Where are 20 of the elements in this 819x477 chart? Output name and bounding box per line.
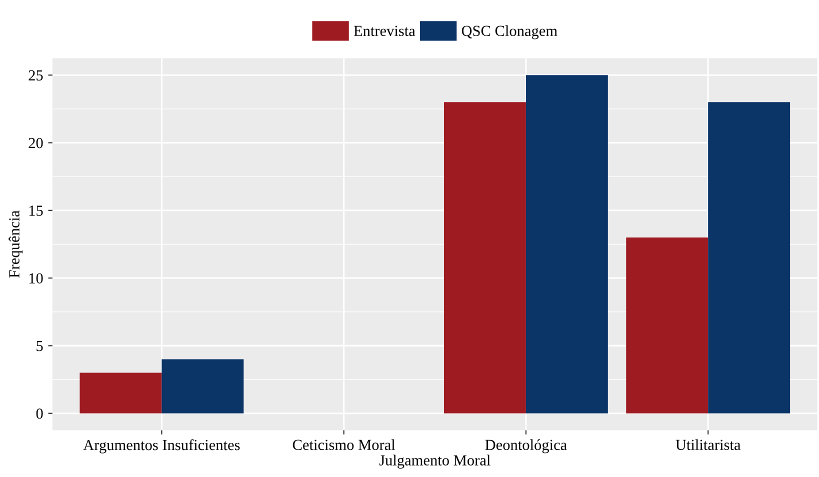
bar	[626, 237, 708, 414]
y-tick-label: 25	[28, 70, 43, 81]
bar	[444, 102, 526, 414]
bar	[80, 372, 162, 414]
y-axis-title: Frequência	[8, 210, 23, 278]
x-axis-title: Julgamento Moral	[379, 454, 490, 469]
bar	[708, 102, 790, 414]
x-tick-label: Deontológica	[485, 439, 567, 454]
x-tick-label: Ceticismo Moral	[292, 439, 396, 450]
y-tick-label: 5	[36, 340, 43, 352]
bar	[526, 75, 608, 414]
y-tick-label: 20	[28, 138, 43, 148]
x-tick-label: Utilitarista	[676, 439, 741, 450]
x-tick-label: Argumentos Insuficientes	[83, 439, 240, 454]
legend-label: QSC Clonagem	[462, 25, 558, 40]
y-tick-label: 10	[29, 273, 43, 284]
y-tick-label: 0	[36, 408, 43, 419]
bar	[162, 359, 244, 414]
legend-label: Entrevista	[354, 26, 416, 36]
y-tick-label: 15	[29, 206, 43, 216]
